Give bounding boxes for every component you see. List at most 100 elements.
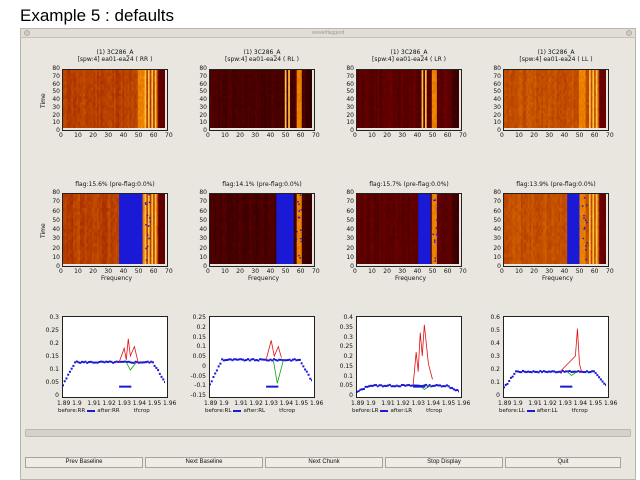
x-tick-label: 40 (560, 268, 569, 275)
y-tick-label: 20 (346, 111, 354, 119)
x-tick-label: 60 (590, 132, 599, 139)
x-tick-label: 1.96 (604, 400, 618, 407)
y-tick-label: 60 (346, 207, 354, 215)
x-tick-label: 1.92 (249, 400, 263, 407)
heatmap-before (62, 69, 168, 131)
legend-after-label: after:RL (243, 408, 266, 414)
panel-title-source: (1) 3C286_A (96, 49, 134, 56)
y-tick-label: 0 (350, 127, 354, 134)
next-baseline-button[interactable]: Next Baseline (145, 457, 263, 468)
y-tick-label: 0.25 (45, 327, 59, 334)
y-tick-label: 10 (346, 119, 354, 127)
x-tick-label: 1.95 (294, 400, 309, 407)
spectrum-line-image (356, 324, 460, 393)
y-tick-label: 0.5 (490, 327, 500, 334)
legend-extra-label: tfcrop (133, 408, 150, 414)
x-tick-label: 40 (119, 132, 128, 139)
prev-baseline-button[interactable]: Prev Baseline (25, 457, 143, 468)
x-tick-label: 70 (459, 132, 467, 139)
window-menu-icon[interactable] (24, 30, 30, 36)
y-tick-label: 0.2 (490, 366, 500, 373)
y-tick-label: 30 (493, 235, 501, 243)
y-tick-label: 20 (52, 244, 60, 252)
heatmap-before (356, 69, 462, 131)
heatmap-before (503, 69, 609, 131)
next-chunk-button[interactable]: Next Chunk (265, 457, 383, 468)
x-tick-label: 0 (206, 132, 210, 139)
x-tick-label: 1.91 (87, 400, 101, 407)
y-tick-label: 0.1 (196, 343, 206, 351)
y-tick-label: 80 (199, 65, 207, 72)
y-tick-label: 0 (497, 127, 501, 134)
y-tick-label: 70 (199, 72, 207, 80)
x-tick-label: 60 (443, 268, 452, 275)
x-tick-label: 1.94 (426, 400, 441, 407)
frequency-axis-label: Frequency (395, 275, 426, 282)
heatmap-after (62, 193, 168, 267)
horizontal-scrollbar[interactable] (25, 429, 631, 437)
stop-display-button[interactable]: Stop Display (385, 457, 503, 468)
legend-extra-label: tfcrop (279, 408, 296, 414)
y-tick-label: 0 (497, 263, 501, 270)
y-tick-label: 70 (346, 198, 354, 206)
quit-button[interactable]: Quit (505, 457, 621, 468)
y-tick-label: 10 (199, 119, 207, 127)
x-tick-label: 1.95 (147, 400, 162, 407)
x-tick-label: 30 (545, 132, 554, 139)
x-tick-label: 10 (368, 132, 376, 139)
x-tick-label: 1.89 (498, 400, 512, 407)
plot-legend: before:RR after:RR tfcrop (58, 408, 150, 414)
y-tick-label: 40 (346, 96, 354, 103)
x-tick-label: 20 (383, 132, 391, 139)
y-tick-label: 0.6 (490, 314, 500, 321)
spectrum-line-plot (503, 316, 609, 398)
heatmap-after (209, 193, 315, 267)
spectrum-line-plot (209, 316, 315, 398)
y-tick-label: 70 (346, 72, 354, 80)
heatmap-image (504, 70, 607, 129)
x-tick-label: 1.96 (163, 400, 177, 407)
y-tick-label: 0.05 (192, 353, 206, 360)
legend-after-label: after:RR (97, 408, 120, 414)
flag-percentage: flag:15.7% (pre-flag:0.0%) (369, 181, 449, 188)
y-tick-label: 60 (493, 207, 501, 215)
x-tick-label: 1.93 (264, 400, 278, 407)
x-tick-label: 70 (165, 132, 173, 139)
legend-swatch (233, 409, 242, 412)
x-tick-label: 30 (398, 132, 407, 139)
y-tick-label: 50 (493, 216, 501, 224)
x-tick-label: 1.95 (441, 400, 456, 407)
y-tick-label: 0.2 (343, 353, 353, 360)
x-tick-label: 1.89 (57, 400, 71, 407)
y-tick-label: -0.05 (190, 372, 206, 380)
panel-title-baseline: [spw:4] ea01-ea24 ( RR ) (77, 56, 153, 63)
x-tick-label: 1.9 (219, 400, 229, 407)
legend-swatch (526, 409, 535, 412)
y-tick-label: 0.3 (343, 333, 353, 341)
legend-extra-label: tfcrop (426, 408, 443, 414)
x-tick-label: 0 (59, 268, 63, 275)
button-row: Prev Baseline Next Baseline Next Chunk S… (25, 457, 629, 469)
y-tick-label: -0.15 (190, 392, 206, 399)
window-close-icon[interactable] (626, 30, 632, 36)
heatmap-image (357, 194, 460, 265)
x-tick-label: 20 (530, 132, 538, 139)
y-tick-label: 10 (493, 253, 501, 261)
y-tick-label: 30 (346, 103, 354, 111)
x-tick-label: 1.93 (117, 400, 131, 407)
panel-title-baseline: [spw:4] ea01-ea24 ( LL ) (519, 56, 593, 63)
y-tick-label: 40 (493, 96, 501, 103)
y-tick-label: 0.1 (343, 372, 353, 380)
x-tick-label: 0 (353, 268, 357, 275)
y-tick-label: 70 (52, 72, 60, 80)
x-tick-label: 10 (515, 268, 523, 275)
x-tick-label: 20 (236, 268, 244, 275)
legend-after-label: after:LR (390, 408, 413, 414)
y-tick-label: 0 (496, 392, 500, 399)
y-tick-label: 0.3 (49, 314, 59, 321)
legend-before-label: before:RL (205, 408, 232, 414)
x-tick-label: 50 (575, 268, 584, 275)
legend-before-label: before:RR (58, 408, 86, 414)
y-tick-label: 70 (493, 198, 501, 206)
x-tick-label: 20 (89, 268, 97, 275)
